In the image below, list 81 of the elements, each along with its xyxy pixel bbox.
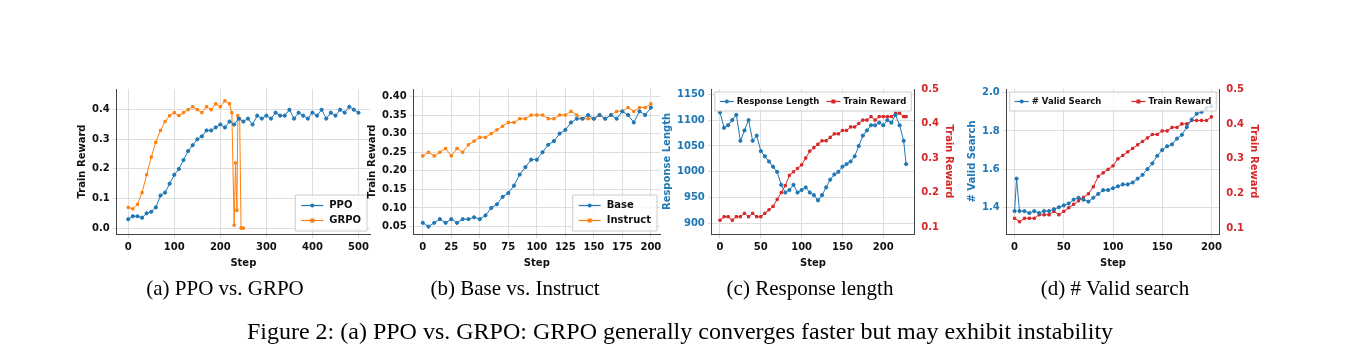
text: (c) Response length xyxy=(725,276,895,301)
legend-label: # Valid Search xyxy=(1031,95,1102,106)
y-tick-label: 0.05 xyxy=(381,220,407,232)
x-tick-label: 500 xyxy=(348,240,369,252)
x-tick-label: 200 xyxy=(640,240,662,252)
y2-tick-label: 0.5 xyxy=(1226,82,1245,94)
x-tick-label: 150 xyxy=(832,240,853,252)
y-tick-label: 0.20 xyxy=(381,164,407,176)
x-tick-label: 0 xyxy=(716,240,724,252)
y-tick-label: 0.30 xyxy=(381,127,407,139)
text: (d) # Valid search xyxy=(1039,276,1191,301)
x-tick-label: 25 xyxy=(444,240,459,252)
y-tick-label: 1100 xyxy=(676,113,705,125)
y2-tick-label: 0.3 xyxy=(921,151,940,163)
x-tick-label: 100 xyxy=(163,240,185,252)
y2-tick-label: 0.4 xyxy=(1226,117,1245,129)
x-tick-label: 75 xyxy=(501,240,516,252)
x-tick-label: 0 xyxy=(124,240,132,252)
x-tick-label: 300 xyxy=(255,240,277,252)
x-tick-label: 150 xyxy=(583,240,605,252)
legend-label: Response Length xyxy=(736,95,820,106)
x-axis-title: Step xyxy=(800,256,827,268)
x-tick-label: 200 xyxy=(1200,240,1222,252)
y-tick-label: 2.0 xyxy=(982,86,1000,98)
x-tick-label: 100 xyxy=(1102,240,1124,252)
y-axis-title: # Valid Search xyxy=(965,120,977,203)
x-tick-label: 100 xyxy=(526,240,548,252)
x-tick-label: 400 xyxy=(302,240,323,252)
x-tick-label: 50 xyxy=(1056,240,1071,252)
y-tick-label: 1.4 xyxy=(982,200,1000,212)
y-tick-label: 1050 xyxy=(676,139,705,151)
y-tick-label: 0.2 xyxy=(92,162,110,174)
y-tick-label: 1150 xyxy=(676,87,705,99)
y2-tick-label: 0.1 xyxy=(921,220,940,232)
y-tick-label: 0.35 xyxy=(381,108,407,120)
y2-tick-label: 0.5 xyxy=(921,82,940,94)
y2-axis-title: Train Reward xyxy=(944,124,956,199)
y2-axis-title: Train Reward xyxy=(1249,124,1261,199)
legend-label: PPO xyxy=(329,199,353,211)
y-tick-label: 0.25 xyxy=(381,145,407,157)
x-tick-label: 0 xyxy=(419,240,427,252)
x-tick-label: 0 xyxy=(1011,240,1019,252)
x-tick-label: 200 xyxy=(872,240,894,252)
x-tick-label: 150 xyxy=(1151,240,1173,252)
y-tick-label: 0.3 xyxy=(92,132,110,144)
x-tick-label: 200 xyxy=(209,240,231,252)
y-axis-title: Train Reward xyxy=(75,124,87,199)
y-tick-label: 1.6 xyxy=(982,162,1000,174)
legend-label: Base xyxy=(606,199,634,211)
y2-tick-label: 0.1 xyxy=(1226,222,1245,234)
x-axis-title: Step xyxy=(230,256,257,268)
x-tick-label: 50 xyxy=(472,240,487,252)
y-axis-title: Response Length xyxy=(660,112,672,211)
x-axis-title: Step xyxy=(1100,256,1126,268)
x-tick-label: 125 xyxy=(554,240,576,252)
y-tick-label: 0.10 xyxy=(381,201,407,213)
legend-label: Train Reward xyxy=(843,95,907,106)
y-axis-title: Train Reward xyxy=(365,124,377,199)
y-tick-label: 0.4 xyxy=(92,103,110,115)
y-tick-label: 1000 xyxy=(676,165,705,177)
y2-tick-label: 0.3 xyxy=(1226,152,1245,164)
caption: Figure 2: (a) PPO vs. GRPO: GRPO generally converges faster but may exhibit instability xyxy=(245,318,1115,345)
y2-tick-label: 0.4 xyxy=(921,117,940,129)
text: (b) Base vs. Instruct xyxy=(429,276,601,301)
x-axis-title: Step xyxy=(523,256,550,268)
y-tick-label: 900 xyxy=(683,217,705,229)
text: (a) PPO vs. GRPO xyxy=(145,276,305,301)
x-tick-label: 175 xyxy=(611,240,633,252)
legend-label: GRPO xyxy=(329,214,362,226)
x-tick-label: 50 xyxy=(753,240,768,252)
y-tick-label: 0.0 xyxy=(92,221,110,233)
legend-label: Train Reward xyxy=(1148,95,1212,106)
y-tick-label: 0.1 xyxy=(92,192,110,204)
y2-tick-label: 0.2 xyxy=(1226,187,1245,199)
y-tick-label: 1.8 xyxy=(982,124,1000,136)
y-tick-label: 0.40 xyxy=(381,90,407,102)
x-tick-label: 100 xyxy=(791,240,813,252)
y2-tick-label: 0.2 xyxy=(921,186,940,198)
y-tick-label: 0.15 xyxy=(381,182,407,194)
y-tick-label: 950 xyxy=(683,191,705,203)
legend-label: Instruct xyxy=(606,214,652,226)
